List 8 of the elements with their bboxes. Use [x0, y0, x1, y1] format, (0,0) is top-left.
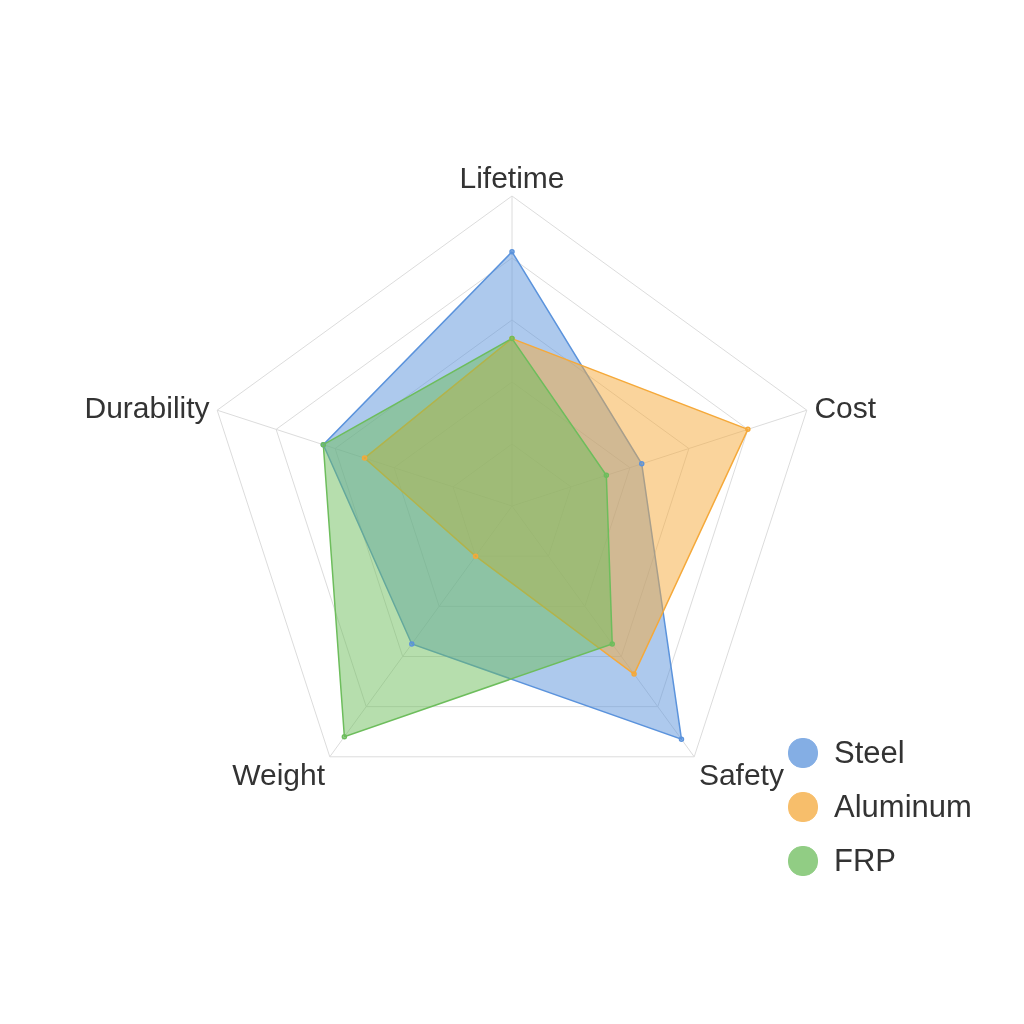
legend-label: Aluminum: [834, 789, 972, 825]
legend-label: FRP: [834, 843, 896, 879]
spoke-label: Durability: [84, 391, 210, 425]
legend-label: Steel: [834, 735, 905, 771]
spoke-label: Weight: [232, 757, 326, 791]
spoke-label: Safety: [698, 757, 784, 791]
spoke-label: Cost: [814, 391, 877, 425]
spoke-label: Lifetime: [459, 161, 565, 194]
